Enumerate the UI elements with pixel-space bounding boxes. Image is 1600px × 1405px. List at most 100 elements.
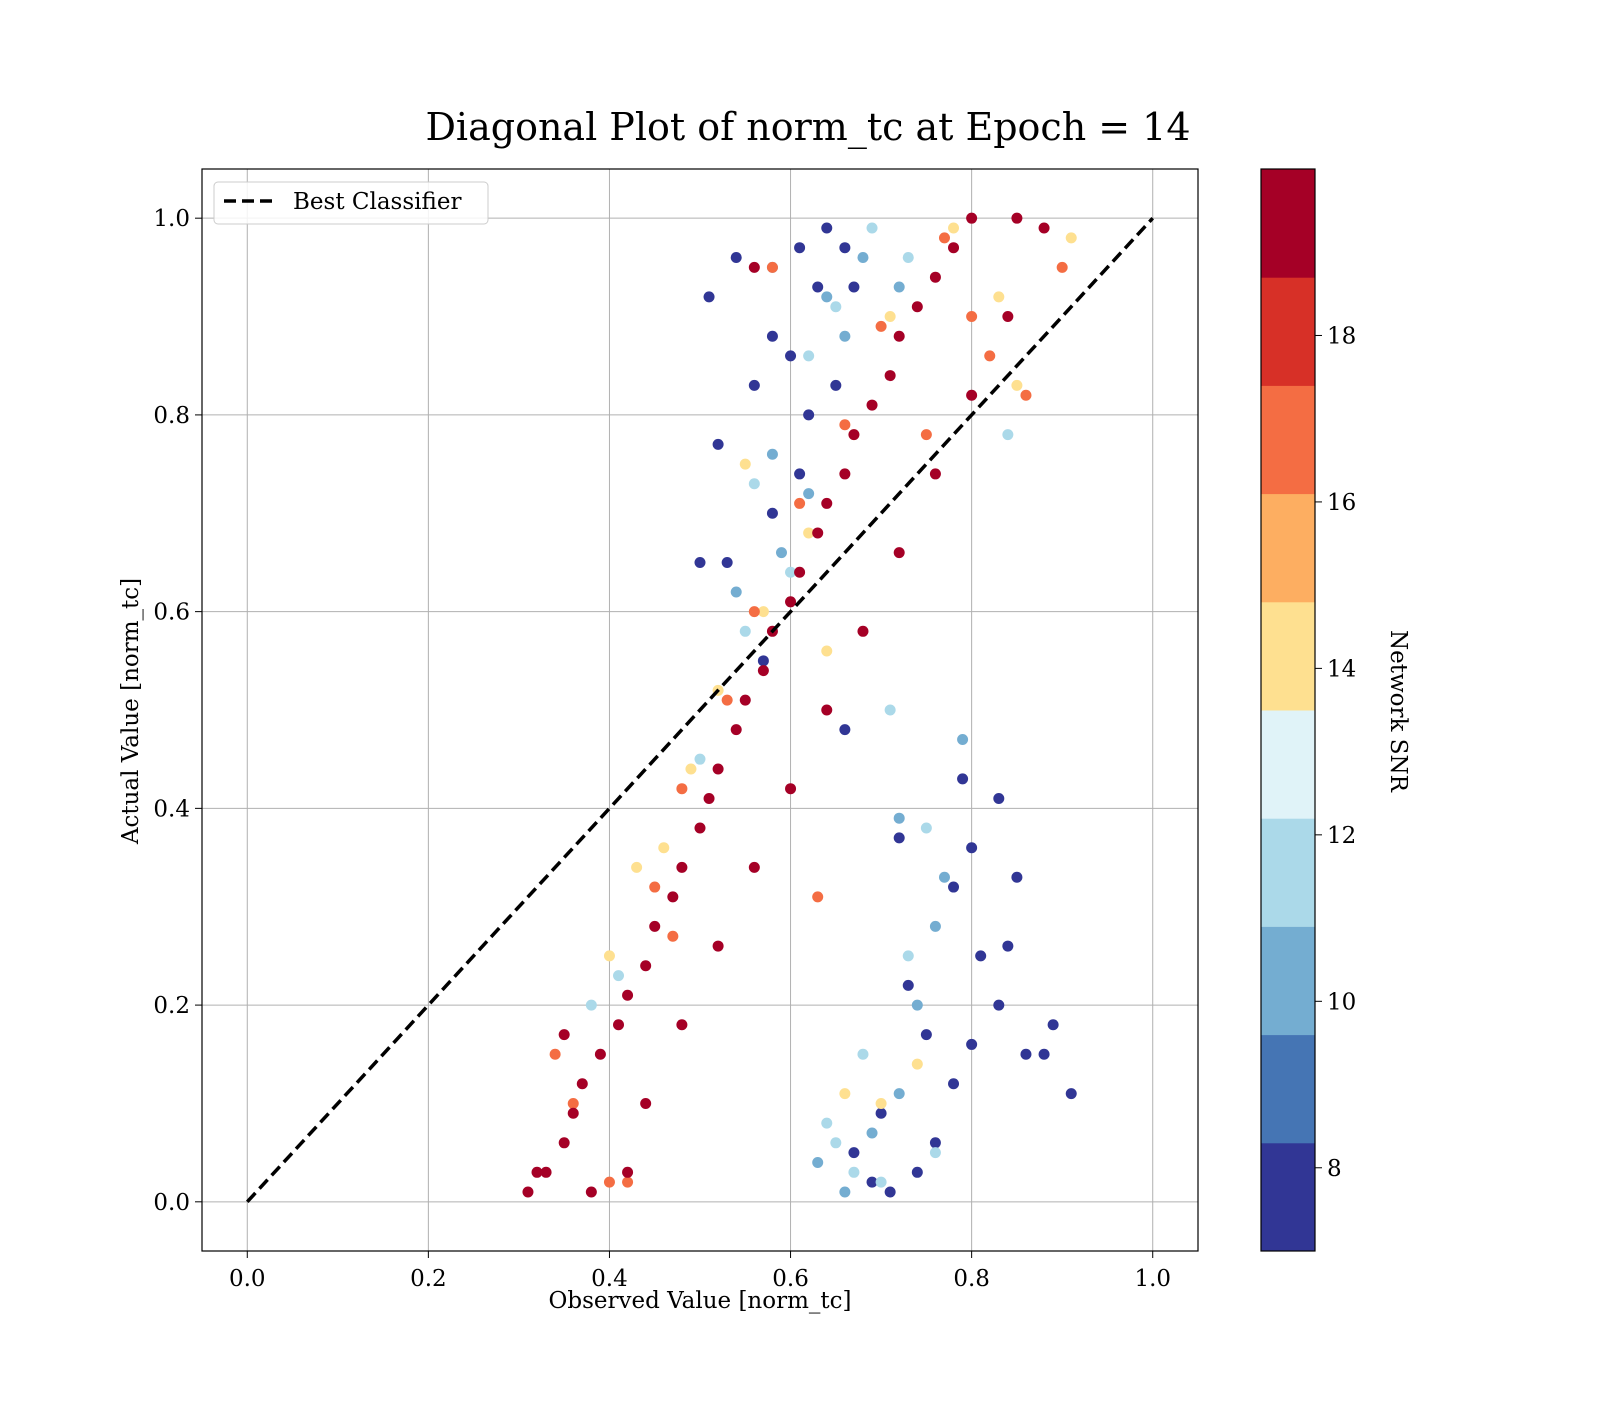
scatter-point: [948, 242, 960, 254]
scatter-point: [966, 311, 978, 323]
scatter-point: [785, 596, 797, 608]
scatter-point: [857, 625, 869, 637]
scatter-point: [803, 527, 815, 539]
scatter-point: [929, 920, 941, 932]
colorbar-tick-label: 10: [1327, 989, 1356, 1015]
scatter-point: [848, 1147, 860, 1159]
scatter-point: [694, 753, 706, 765]
scatter-point: [821, 497, 833, 509]
scatter-point: [902, 950, 914, 962]
scatter-point: [1011, 871, 1023, 883]
scatter-point: [603, 950, 615, 962]
scatter-point: [694, 556, 706, 568]
best-classifier-line: [245, 216, 1155, 1204]
colorbar-band: [1261, 1034, 1315, 1144]
scatter-point: [866, 1176, 878, 1188]
scatter-point: [893, 330, 905, 342]
scatter-point: [649, 920, 661, 932]
scatter-point: [875, 320, 887, 332]
scatter-point: [748, 261, 760, 273]
scatter-point: [803, 488, 815, 500]
scatter-point: [1065, 232, 1077, 244]
scatter-point: [658, 842, 670, 854]
colorbar-band: [1261, 169, 1315, 278]
scatter-point: [875, 1097, 887, 1109]
scatter-point: [766, 507, 778, 519]
legend: Best Classifier: [213, 181, 489, 225]
colorbar-tick-label: 16: [1327, 490, 1356, 516]
scatter-point: [622, 1176, 634, 1188]
scatter-point: [839, 242, 851, 254]
scatter-point: [875, 1176, 887, 1188]
scatter-point: [766, 261, 778, 273]
scatter-point: [558, 1137, 570, 1149]
scatter-point: [948, 1078, 960, 1090]
scatter-point: [821, 1117, 833, 1129]
grid-lines: [202, 169, 1198, 1251]
scatter-point: [866, 222, 878, 234]
colorbar-tick-label: 8: [1327, 1156, 1342, 1182]
scatter-point: [902, 979, 914, 991]
scatter-point: [640, 1097, 652, 1109]
scatter-point: [631, 861, 643, 873]
scatter-point: [893, 547, 905, 559]
scatter-point: [911, 1166, 923, 1178]
scatter-point: [957, 734, 969, 746]
scatter-point: [757, 606, 769, 618]
colorbar-frame: [1260, 168, 1316, 1252]
scatter-point: [839, 330, 851, 342]
scatter-point: [757, 665, 769, 677]
scatter-point: [1020, 389, 1032, 401]
scatter-point: [984, 350, 996, 362]
scatter-point: [1020, 1048, 1032, 1060]
scatter-point: [1038, 222, 1050, 234]
scatter-point: [803, 350, 815, 362]
scatter-point: [884, 704, 896, 716]
scatter-point: [730, 724, 742, 736]
scatter-point: [1002, 940, 1014, 952]
scatter-point: [948, 881, 960, 893]
y-tick-label: 1.0: [153, 206, 190, 232]
scatter-point: [848, 429, 860, 441]
scatter-point: [966, 212, 978, 224]
x-axis-label: Observed Value [norm_tc]: [549, 1288, 852, 1314]
y-tick-label: 0.6: [153, 600, 190, 626]
scatter-point: [676, 1019, 688, 1031]
scatter-point: [839, 1088, 851, 1100]
scatter-point: [812, 281, 824, 293]
scatter-point: [938, 871, 950, 883]
scatter-point: [938, 232, 950, 244]
scatter-point: [857, 1048, 869, 1060]
scatter-point: [703, 793, 715, 805]
best-classifier-line-group: [245, 216, 1155, 1204]
x-tick-label: 0.6: [772, 1266, 809, 1292]
scatter-point: [884, 370, 896, 382]
scatter-point: [875, 1107, 887, 1119]
colorbar-label: Network SNR: [1385, 630, 1411, 793]
scatter-point: [830, 1137, 842, 1149]
scatter-point: [957, 773, 969, 785]
colorbar-band: [1261, 277, 1315, 386]
scatter-point: [622, 989, 634, 1001]
scatter-point: [1056, 261, 1068, 273]
scatter-point: [685, 763, 697, 775]
scatter-point: [739, 625, 751, 637]
scatter-point: [721, 694, 733, 706]
scatter-point: [830, 301, 842, 313]
scatter-point: [812, 1156, 824, 1168]
scatter-point: [993, 793, 1005, 805]
scatter-point: [929, 468, 941, 480]
colorbar-band: [1261, 1142, 1315, 1252]
legend-label: Best Classifier: [293, 189, 461, 215]
x-tick-label: 0.0: [229, 1266, 266, 1292]
scatter-point: [866, 1127, 878, 1139]
scatter-point: [821, 222, 833, 234]
scatter-point: [540, 1166, 552, 1178]
colorbar-band: [1261, 926, 1315, 1036]
scatter-point: [1011, 212, 1023, 224]
scatter-point: [821, 704, 833, 716]
y-tick-label: 0.2: [153, 993, 190, 1019]
scatter-point: [866, 399, 878, 411]
x-tick-label: 0.4: [591, 1266, 628, 1292]
scatter-point: [613, 1019, 625, 1031]
